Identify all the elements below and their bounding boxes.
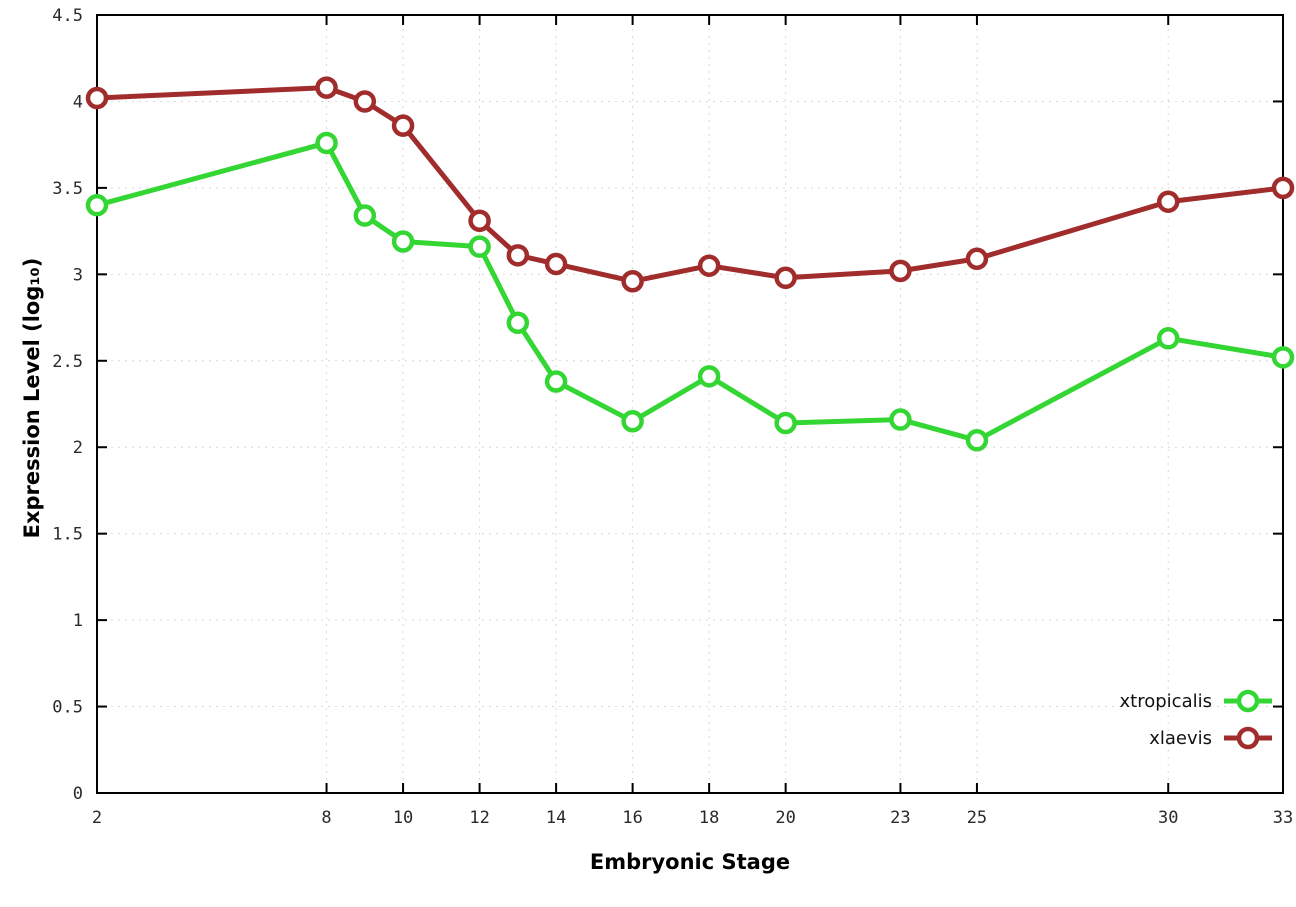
data-point	[1271, 176, 1295, 200]
legend-label-xlaevis: xlaevis	[1149, 728, 1212, 749]
data-point	[506, 311, 530, 334]
data-point	[697, 365, 721, 388]
legend-sample-marker	[1236, 726, 1260, 750]
y-tick-label: 2.5	[52, 352, 83, 372]
x-tick-label: 25	[967, 808, 987, 828]
y-tick-label: 4	[73, 92, 83, 112]
y-axis-label: Expression Level (log₁₀)	[20, 257, 44, 539]
y-tick-label: 0.5	[52, 698, 83, 718]
plot-border	[96, 14, 1284, 794]
data-point	[544, 252, 568, 276]
data-point	[965, 247, 989, 271]
data-point	[774, 266, 797, 290]
y-tick-label: 3	[73, 265, 83, 285]
legend-sample-marker	[1236, 689, 1260, 713]
data-point	[468, 209, 491, 232]
x-tick-label: 14	[546, 808, 566, 828]
grid-lines	[96, 14, 1284, 794]
x-tick-label: 10	[393, 808, 413, 828]
x-tick-label: 18	[699, 808, 719, 828]
x-tick-label: 23	[890, 808, 910, 828]
y-tick-label: 0	[73, 784, 83, 804]
data-point	[544, 370, 568, 393]
data-point	[1156, 327, 1180, 350]
data-point	[468, 235, 491, 258]
data-point	[391, 230, 415, 253]
data-point	[889, 408, 912, 431]
data-point	[353, 90, 377, 113]
y-tick-label: 3.5	[52, 179, 83, 199]
x-tick-label: 30	[1158, 808, 1178, 828]
x-tick-label: 33	[1273, 808, 1293, 828]
series-xlaevis	[85, 76, 1295, 293]
data-point	[315, 76, 338, 99]
data-point	[391, 114, 415, 137]
y-tick-label: 1	[73, 611, 83, 631]
legend-label-xtropicalis: xtropicalis	[1120, 691, 1212, 712]
x-tick-label: 8	[321, 808, 331, 828]
data-point	[621, 410, 644, 433]
data-point	[1271, 346, 1295, 369]
x-tick-label: 20	[775, 808, 795, 828]
y-tick-label: 2	[73, 438, 83, 458]
data-point	[353, 204, 377, 227]
series-xtropicalis	[85, 131, 1295, 452]
data-point	[85, 193, 109, 217]
data-point	[621, 269, 644, 293]
y-tick-label: 1.5	[52, 525, 83, 545]
data-point	[889, 259, 912, 283]
data-point	[965, 429, 989, 452]
x-tick-label: 16	[622, 808, 642, 828]
y-tick-label: 4.5	[52, 6, 83, 26]
axis-ticks	[96, 14, 1284, 794]
x-axis-label: Embryonic Stage	[589, 850, 791, 874]
x-tick-label: 12	[469, 808, 489, 828]
legend: xtropicalis xlaevis	[1120, 689, 1272, 750]
x-tick-label: 2	[92, 808, 102, 828]
data-point	[1156, 190, 1180, 213]
data-point	[774, 411, 797, 435]
data-point	[697, 254, 721, 277]
series-line	[94, 85, 1286, 284]
data-point	[315, 131, 338, 155]
data-point	[85, 86, 109, 110]
data-point	[506, 244, 530, 267]
